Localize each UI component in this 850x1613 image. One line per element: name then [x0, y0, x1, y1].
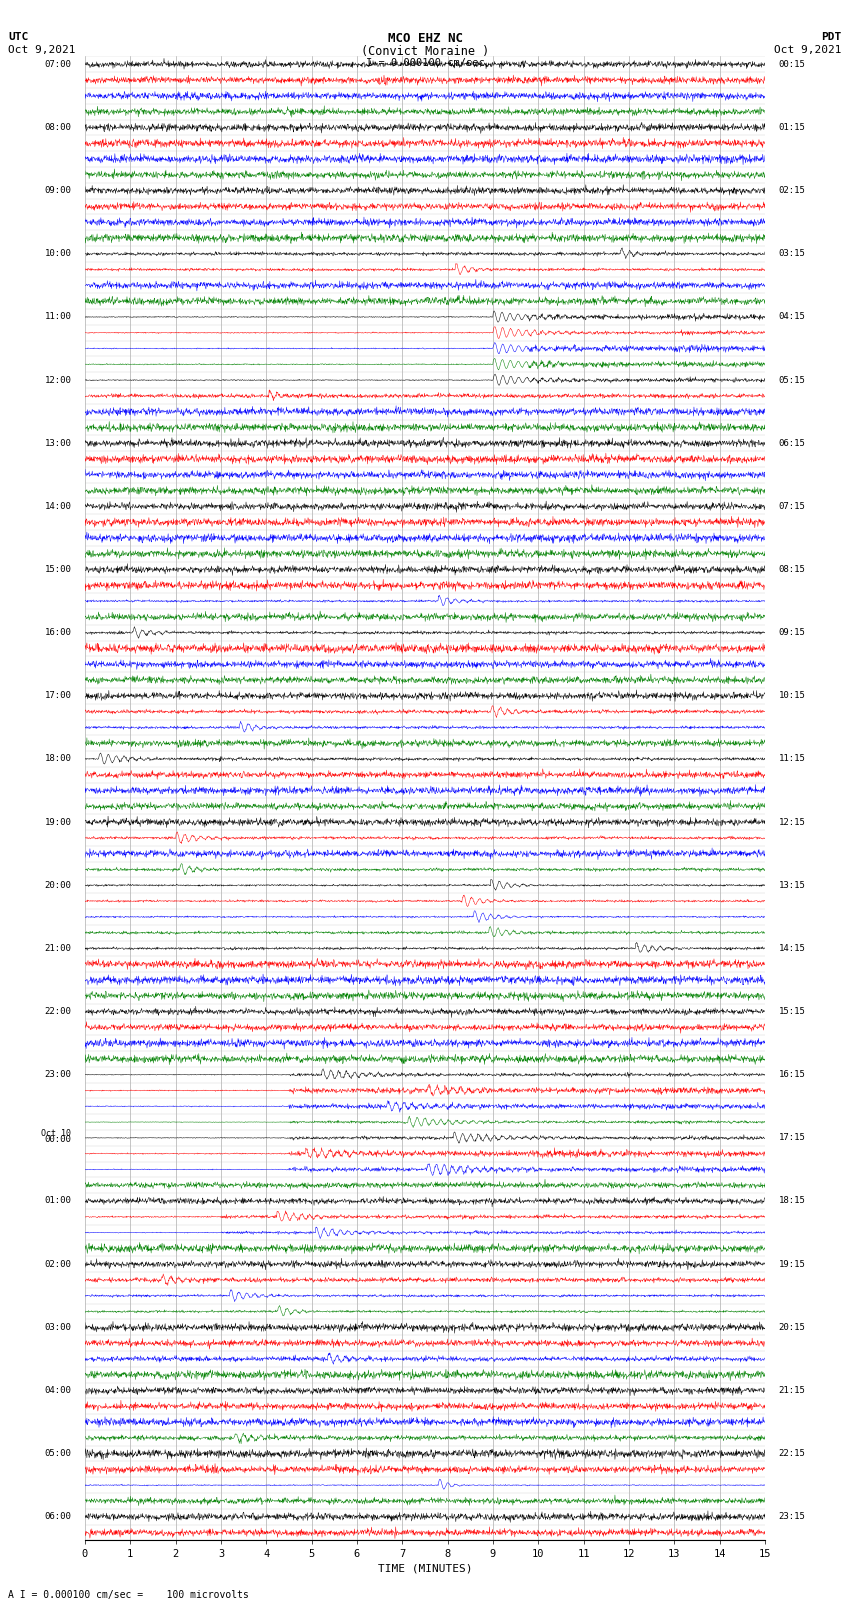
- Text: 17:00: 17:00: [44, 692, 71, 700]
- Text: 12:15: 12:15: [779, 818, 806, 826]
- Text: 04:15: 04:15: [779, 313, 806, 321]
- Text: Oct 9,2021: Oct 9,2021: [774, 45, 842, 55]
- Text: 08:15: 08:15: [779, 565, 806, 574]
- Text: (Convict Moraine ): (Convict Moraine ): [361, 45, 489, 58]
- Text: 23:15: 23:15: [779, 1513, 806, 1521]
- Text: 03:00: 03:00: [44, 1323, 71, 1332]
- Text: 04:00: 04:00: [44, 1386, 71, 1395]
- Text: I = 0.000100 cm/sec: I = 0.000100 cm/sec: [366, 58, 484, 68]
- Text: 18:15: 18:15: [779, 1197, 806, 1205]
- Text: 21:15: 21:15: [779, 1386, 806, 1395]
- Text: 23:00: 23:00: [44, 1069, 71, 1079]
- Text: 01:15: 01:15: [779, 123, 806, 132]
- Text: 12:00: 12:00: [44, 376, 71, 384]
- Text: UTC: UTC: [8, 32, 29, 42]
- Text: 17:15: 17:15: [779, 1134, 806, 1142]
- Text: 08:00: 08:00: [44, 123, 71, 132]
- Text: 13:15: 13:15: [779, 881, 806, 890]
- Text: 05:00: 05:00: [44, 1448, 71, 1458]
- Text: MCO EHZ NC: MCO EHZ NC: [388, 32, 462, 45]
- Text: 10:00: 10:00: [44, 250, 71, 258]
- Text: 21:00: 21:00: [44, 944, 71, 953]
- Text: Oct 10: Oct 10: [42, 1129, 71, 1137]
- Text: 11:00: 11:00: [44, 313, 71, 321]
- Text: 19:00: 19:00: [44, 818, 71, 826]
- Text: 20:15: 20:15: [779, 1323, 806, 1332]
- Text: 15:00: 15:00: [44, 565, 71, 574]
- Text: 01:00: 01:00: [44, 1197, 71, 1205]
- Text: 16:00: 16:00: [44, 627, 71, 637]
- Text: 00:00: 00:00: [44, 1136, 71, 1144]
- Text: 06:15: 06:15: [779, 439, 806, 448]
- Text: 22:15: 22:15: [779, 1448, 806, 1458]
- Text: 11:15: 11:15: [779, 755, 806, 763]
- Text: 00:15: 00:15: [779, 60, 806, 69]
- Text: 02:00: 02:00: [44, 1260, 71, 1269]
- Text: 19:15: 19:15: [779, 1260, 806, 1269]
- Text: 14:15: 14:15: [779, 944, 806, 953]
- Text: 03:15: 03:15: [779, 250, 806, 258]
- Text: 22:00: 22:00: [44, 1007, 71, 1016]
- Text: 02:15: 02:15: [779, 185, 806, 195]
- X-axis label: TIME (MINUTES): TIME (MINUTES): [377, 1563, 473, 1574]
- Text: Oct 9,2021: Oct 9,2021: [8, 45, 76, 55]
- Text: 06:00: 06:00: [44, 1513, 71, 1521]
- Text: 15:15: 15:15: [779, 1007, 806, 1016]
- Text: 14:00: 14:00: [44, 502, 71, 511]
- Text: 18:00: 18:00: [44, 755, 71, 763]
- Text: 09:15: 09:15: [779, 627, 806, 637]
- Text: 16:15: 16:15: [779, 1069, 806, 1079]
- Text: 09:00: 09:00: [44, 185, 71, 195]
- Text: 07:15: 07:15: [779, 502, 806, 511]
- Text: PDT: PDT: [821, 32, 842, 42]
- Text: 05:15: 05:15: [779, 376, 806, 384]
- Text: A I = 0.000100 cm/sec =    100 microvolts: A I = 0.000100 cm/sec = 100 microvolts: [8, 1590, 249, 1600]
- Text: 20:00: 20:00: [44, 881, 71, 890]
- Text: 13:00: 13:00: [44, 439, 71, 448]
- Text: 07:00: 07:00: [44, 60, 71, 69]
- Text: 10:15: 10:15: [779, 692, 806, 700]
